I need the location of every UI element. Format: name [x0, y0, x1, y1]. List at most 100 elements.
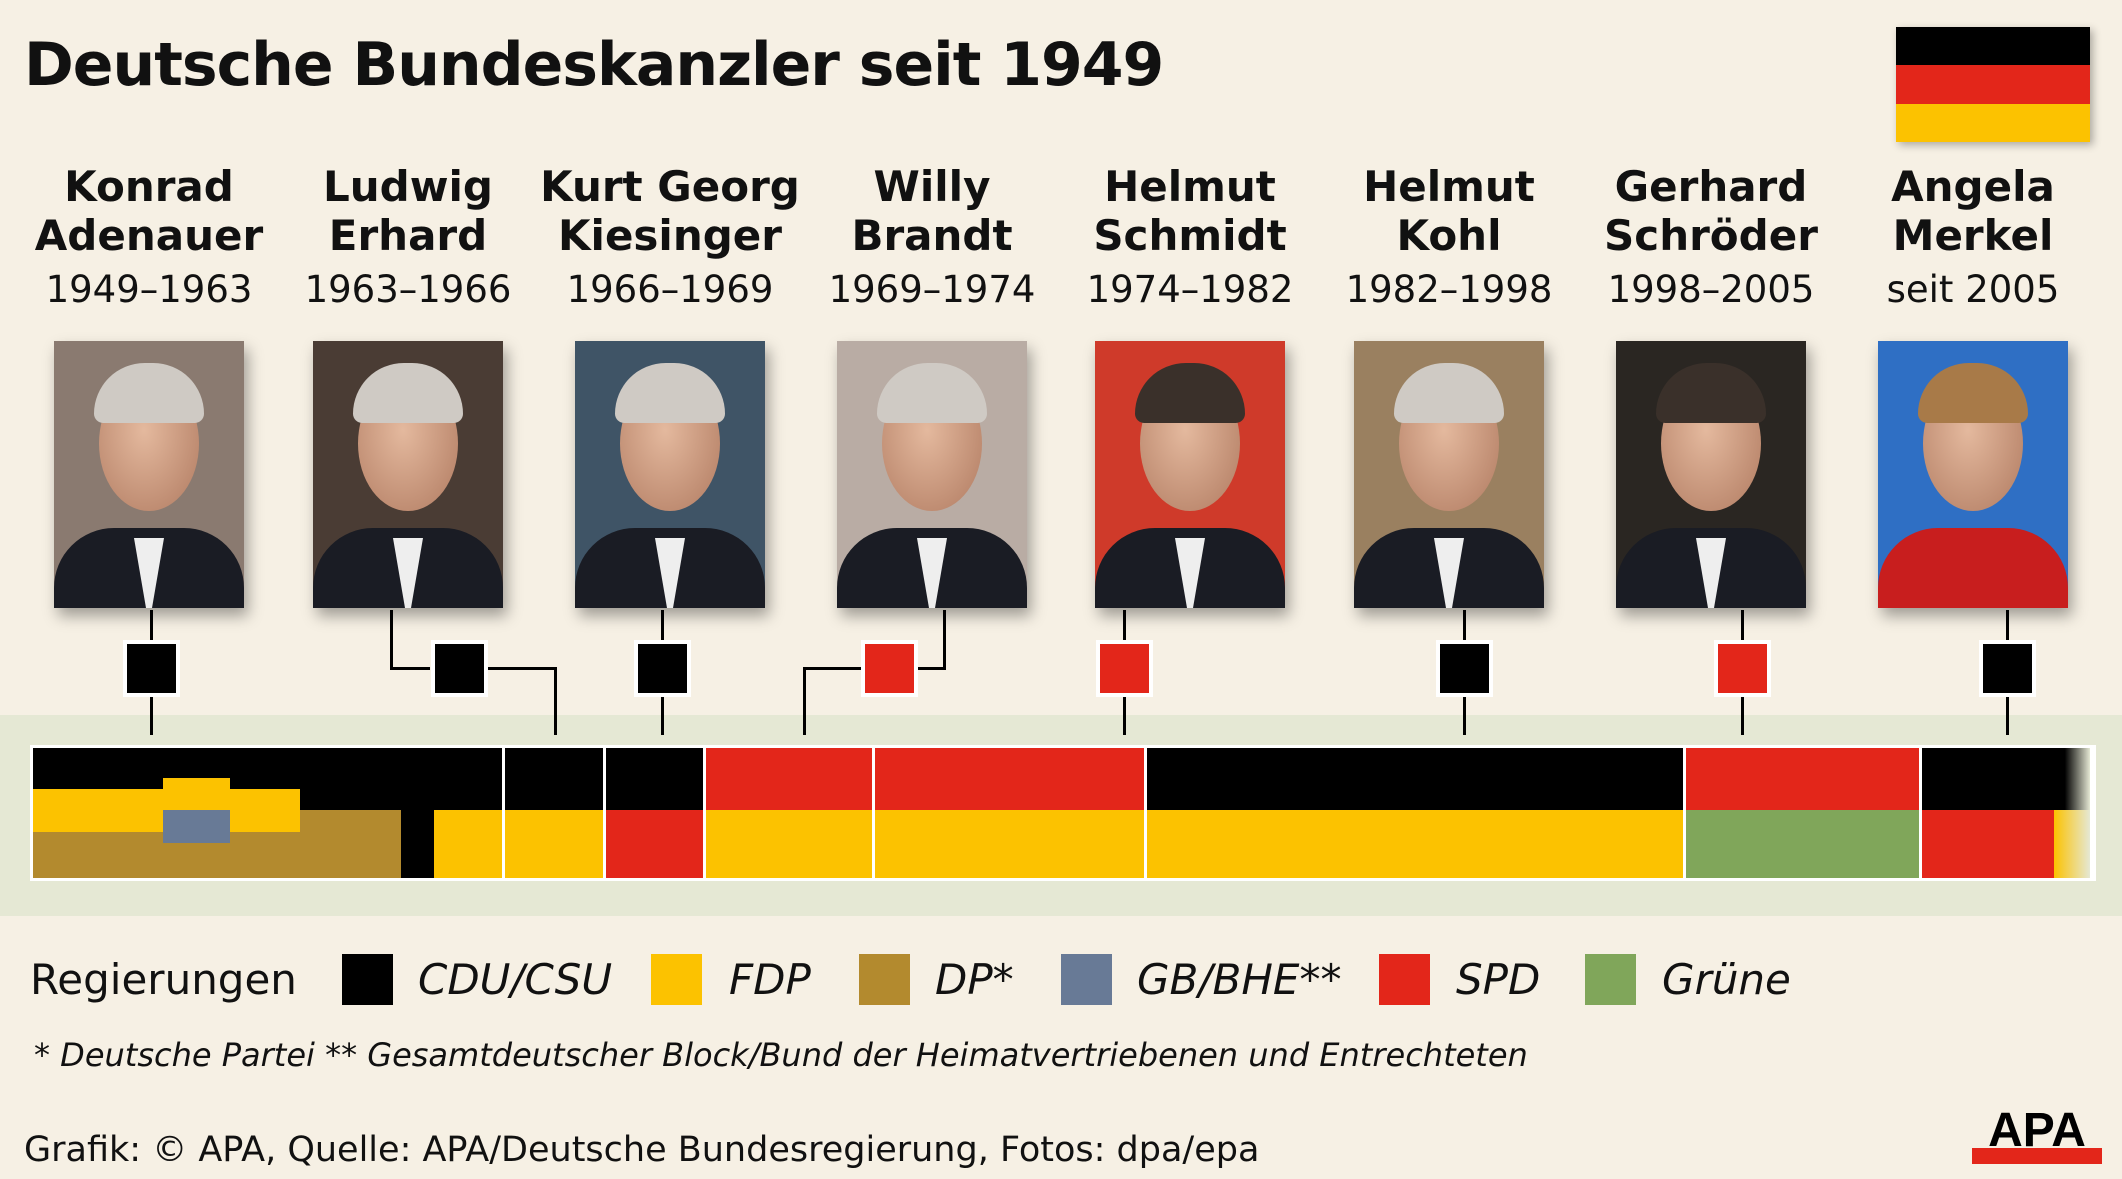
apa-logo: APA: [1972, 1104, 2102, 1164]
connector-line: [1122, 610, 1126, 640]
party-marker: [431, 640, 488, 697]
chancellor-first-name: Konrad: [64, 162, 234, 211]
legend-title: Regierungen: [30, 955, 297, 1004]
legend-swatch: [859, 954, 910, 1005]
segment-spd: [875, 748, 1144, 810]
chancellor-term: 1963–1966: [304, 268, 512, 311]
chancellor-first-name: Willy: [873, 162, 991, 211]
segment-cdu: [505, 748, 603, 810]
legend-label: CDU/CSU: [418, 955, 613, 1004]
chancellor-first-name: Helmut: [1363, 162, 1535, 211]
segment-fdp: [875, 810, 1144, 878]
segment-spd: [606, 810, 703, 878]
chancellor-0: Konrad Adenauer 1949–1963: [19, 162, 279, 311]
chancellor-1: Ludwig Erhard 1963–1966: [278, 162, 538, 311]
chancellor-photo: [313, 341, 503, 608]
chancellor-last-name: Adenauer: [34, 211, 264, 260]
chancellor-photo: [1354, 341, 1544, 608]
german-flag: [1896, 27, 2090, 142]
footnote: * Deutsche Partei ** Gesamtdeutscher Blo…: [34, 1036, 1528, 1074]
segment-fdp: [706, 810, 872, 878]
chancellor-last-name: Schmidt: [1093, 211, 1287, 260]
chancellor-3: Willy Brandt 1969–1974: [802, 162, 1062, 311]
flag-stripe-black: [1896, 27, 2090, 66]
segment-dp: [300, 810, 401, 832]
chancellor-photo: [54, 341, 244, 608]
party-marker: [123, 640, 180, 697]
chancellor-photo: [1878, 341, 2068, 608]
chancellor-last-name: Kohl: [1396, 211, 1502, 260]
connector-line: [488, 667, 556, 670]
connector-line: [2005, 610, 2009, 640]
legend-label: GB/BHE**: [1137, 955, 1342, 1004]
legend-swatch: [1379, 954, 1430, 1005]
connector-line: [1740, 610, 1744, 640]
government-timeline-bar: [30, 745, 2096, 881]
chancellor-term: 1969–1974: [828, 268, 1036, 311]
legend-label: Grüne: [1662, 955, 1791, 1004]
chancellor-photo: [575, 341, 765, 608]
chancellor-term: 1982–1998: [1345, 268, 1553, 311]
chancellor-first-name: Kurt Georg: [540, 162, 800, 211]
party-marker: [1436, 640, 1493, 697]
connector-line: [660, 697, 664, 735]
chancellor-5: Helmut Kohl 1982–1998: [1319, 162, 1579, 311]
segment-cdu: [1147, 748, 1683, 810]
connector-line: [390, 667, 430, 670]
segment-fdp: [163, 778, 230, 789]
party-marker: [1714, 640, 1771, 697]
legend-swatch: [1061, 954, 1112, 1005]
connector-line: [149, 610, 153, 640]
legend-swatch: [342, 954, 393, 1005]
chancellor-first-name: Helmut: [1104, 162, 1276, 211]
connector-line: [1462, 697, 1466, 735]
party-marker: [861, 640, 918, 697]
legend-swatch: [1585, 954, 1636, 1005]
connector-line: [918, 667, 946, 670]
party-marker: [1096, 640, 1153, 697]
page-title: Deutsche Bundeskanzler seit 1949: [24, 30, 1164, 100]
chancellor-first-name: Ludwig: [323, 162, 493, 211]
segment-spd: [1686, 748, 1919, 810]
segment-fdp: [2054, 810, 2090, 878]
connector-line: [943, 610, 946, 670]
segment-fdp: [434, 810, 502, 878]
connector-line: [149, 697, 153, 735]
connector-line: [660, 610, 664, 640]
legend-swatch: [651, 954, 702, 1005]
legend-label: DP*: [935, 955, 1014, 1004]
party-marker: [634, 640, 691, 697]
party-marker: [1979, 640, 2036, 697]
chancellor-2: Kurt Georg Kiesinger 1966–1969: [540, 162, 800, 311]
chancellor-last-name: Schröder: [1604, 211, 1818, 260]
segment-spd: [1922, 810, 2054, 878]
chancellor-7: Angela Merkel seit 2005: [1843, 162, 2103, 311]
connector-line: [2005, 697, 2009, 735]
segment-gruene: [1686, 810, 1919, 878]
chancellor-last-name: Merkel: [1892, 211, 2054, 260]
legend-label: FDP: [729, 955, 811, 1004]
connector-line: [1740, 697, 1744, 735]
flag-stripe-red: [1896, 65, 2090, 104]
segment-cdu: [606, 748, 703, 810]
chancellor-last-name: Kiesinger: [558, 211, 782, 260]
connector-line: [554, 667, 557, 735]
connector-line: [1462, 610, 1466, 640]
legend-label: SPD: [1456, 955, 1541, 1004]
chancellor-4: Helmut Schmidt 1974–1982: [1060, 162, 1320, 311]
credit-line: Grafik: © APA, Quelle: APA/Deutsche Bund…: [24, 1130, 1260, 1170]
chancellor-term: 1949–1963: [45, 268, 253, 311]
chancellor-term: 1974–1982: [1086, 268, 1294, 311]
connector-line: [803, 667, 806, 735]
chancellor-term: 1966–1969: [566, 268, 774, 311]
chancellor-photo: [1616, 341, 1806, 608]
connector-line: [390, 610, 393, 670]
chancellor-first-name: Gerhard: [1614, 162, 1808, 211]
segment-cdu: [1922, 748, 2090, 810]
connector-line: [803, 667, 861, 670]
chancellor-term: seit 2005: [1886, 268, 2060, 311]
chancellor-6: Gerhard Schröder 1998–2005: [1581, 162, 1841, 311]
flag-stripe-gold: [1896, 103, 2090, 142]
chancellor-last-name: Brandt: [851, 211, 1013, 260]
chancellor-first-name: Angela: [1891, 162, 2055, 211]
